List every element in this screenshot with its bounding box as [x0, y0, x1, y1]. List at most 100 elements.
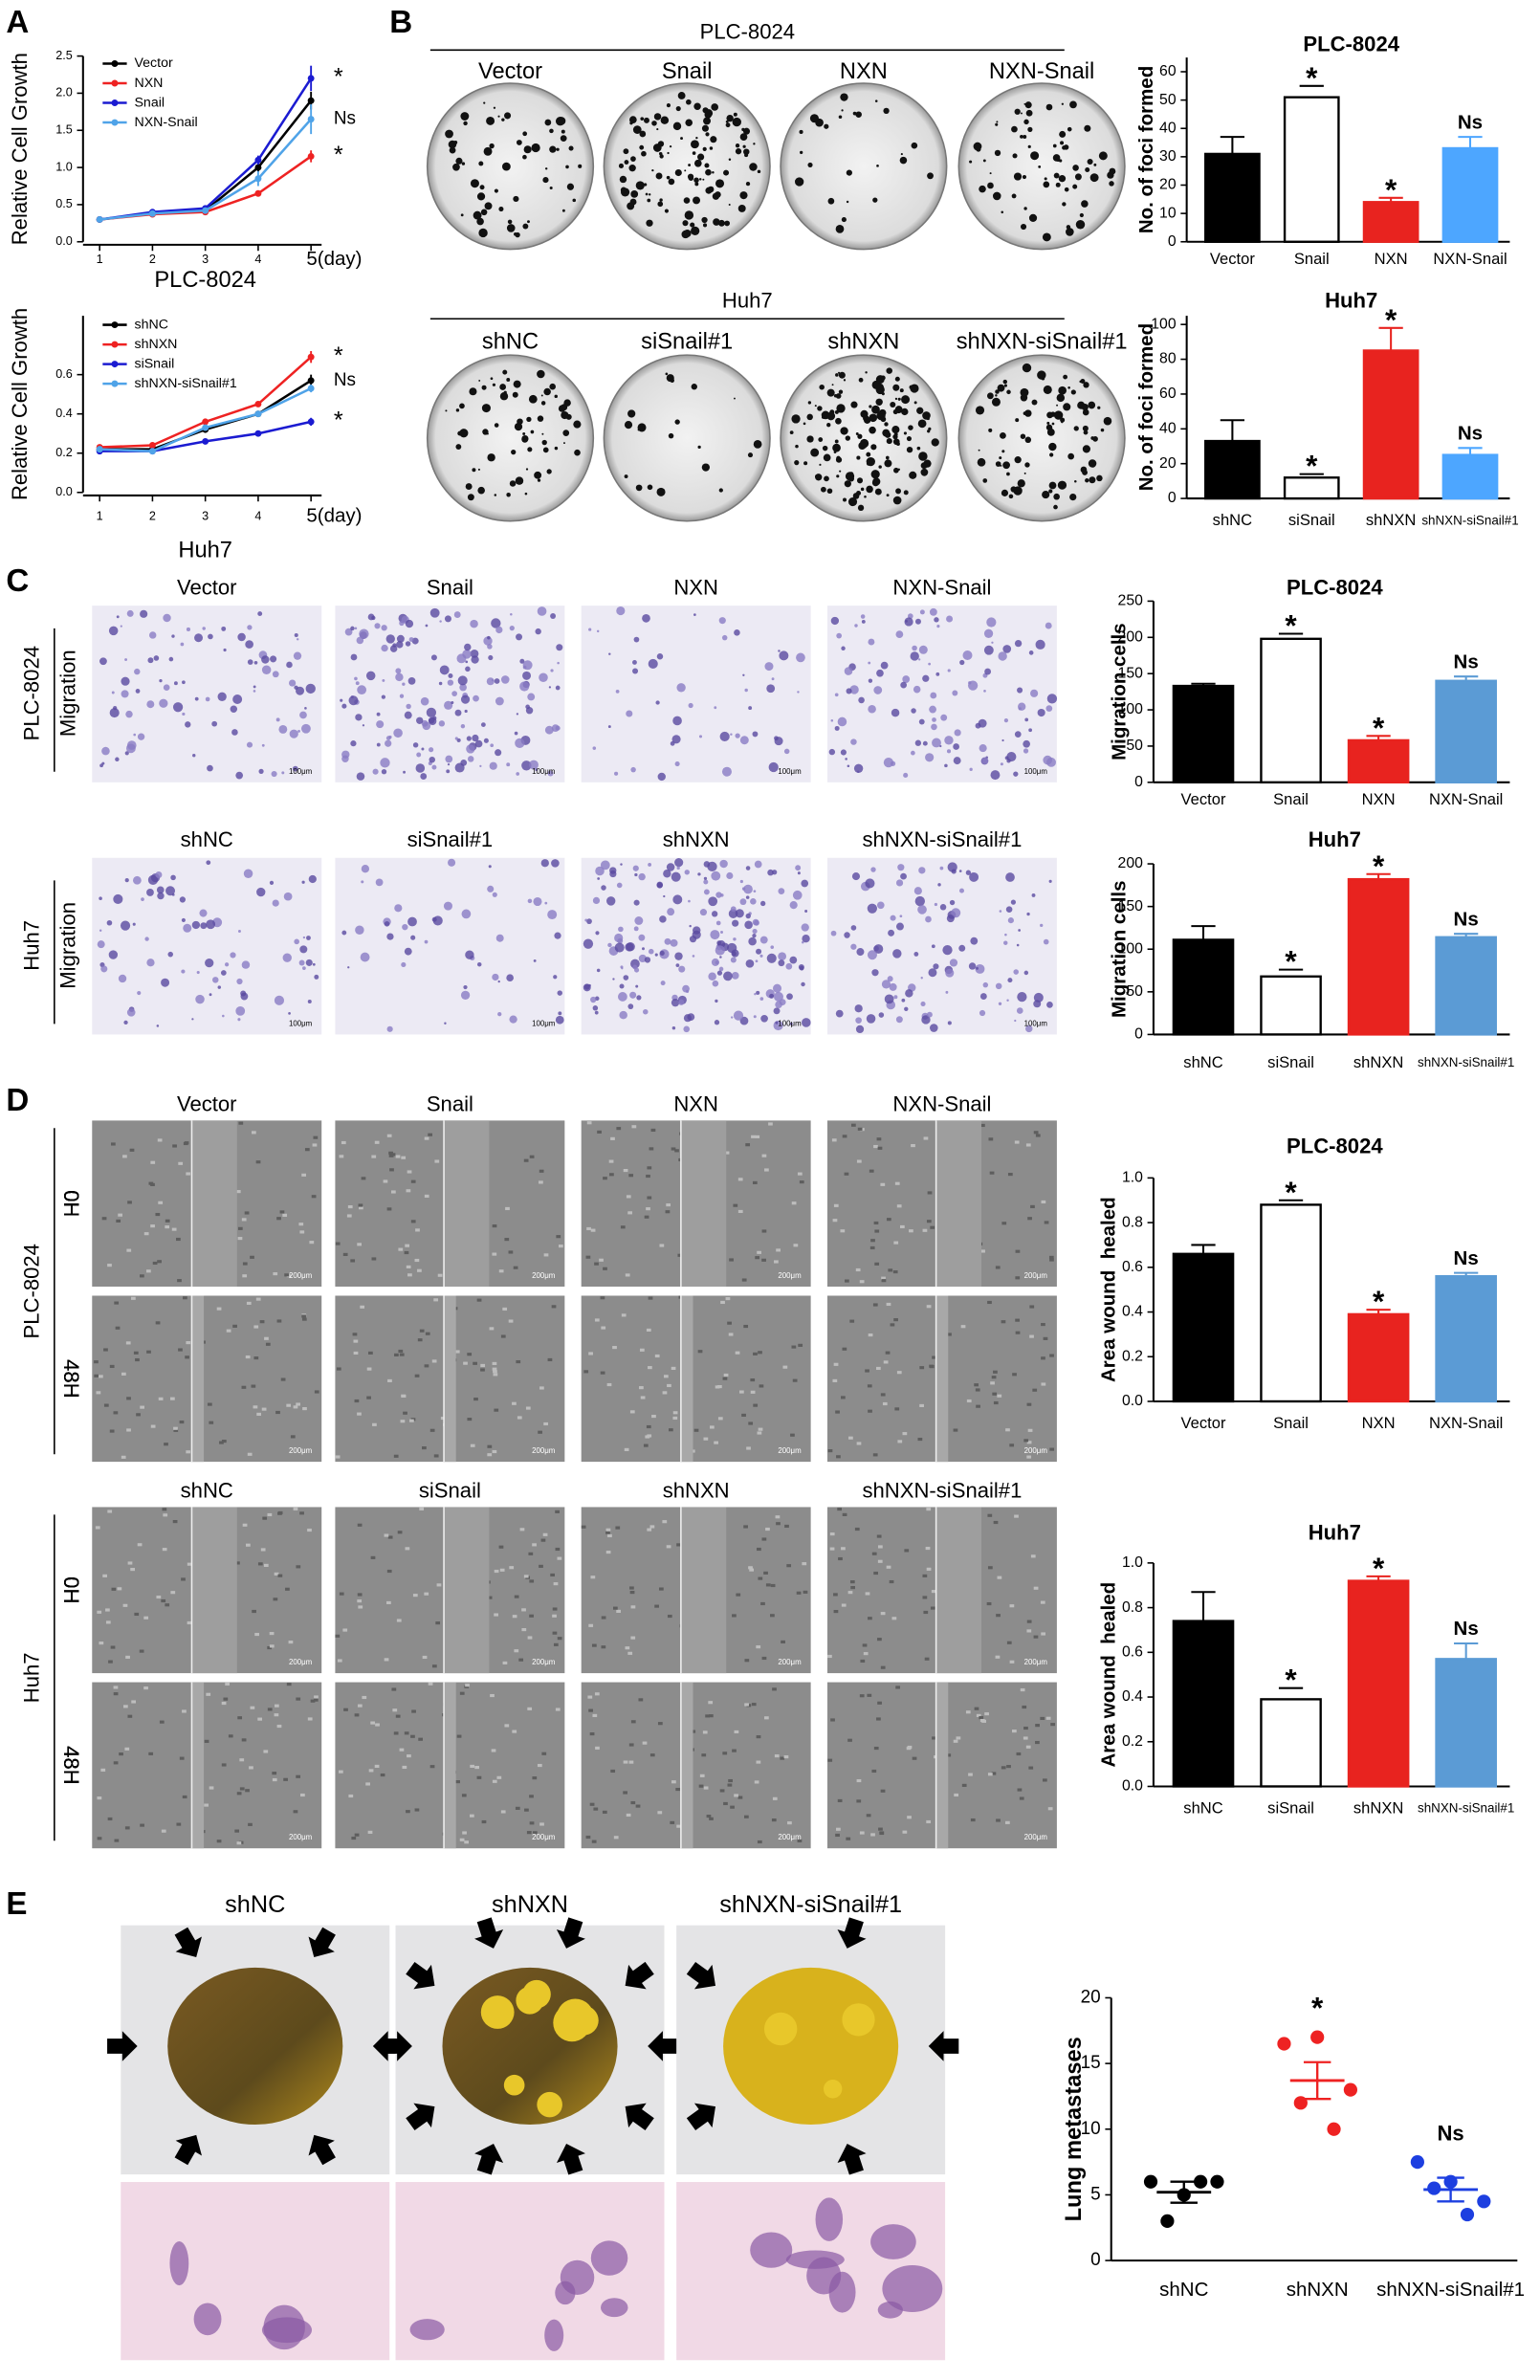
colony	[897, 468, 901, 472]
stained-cell	[439, 665, 450, 675]
stained-cell	[845, 758, 847, 760]
stained-cell	[232, 694, 243, 705]
colony	[1031, 399, 1038, 406]
stained-cell	[648, 863, 652, 867]
wound-gap	[191, 1295, 205, 1463]
stained-cell	[789, 956, 798, 964]
colony	[894, 376, 900, 382]
stained-cell	[744, 920, 753, 930]
cell-texture	[895, 1686, 901, 1689]
x-tick-label: shNC	[1159, 2279, 1208, 2301]
x-tick-label: shNC	[1183, 1799, 1222, 1818]
scale-bar-label: 200μm	[1024, 1271, 1048, 1280]
stained-cell	[207, 764, 213, 772]
stained-cell	[183, 923, 192, 933]
cell-texture	[722, 1377, 728, 1380]
stained-cell	[922, 674, 930, 682]
cell-texture	[956, 1736, 961, 1740]
cell-texture	[654, 1354, 660, 1358]
stained-cell	[958, 944, 966, 952]
x-tick-label: Vector	[1181, 1414, 1226, 1432]
cell-texture	[286, 1403, 292, 1407]
cell-texture	[245, 1789, 250, 1793]
colony	[1023, 207, 1027, 210]
stained-cell	[245, 640, 253, 649]
cell-texture	[260, 1548, 266, 1552]
cell-texture	[709, 1817, 714, 1820]
stained-cell	[750, 898, 757, 905]
colony	[718, 488, 723, 493]
cell-texture	[140, 1274, 144, 1278]
cell-texture	[165, 1219, 170, 1223]
cell-texture	[930, 1606, 935, 1610]
stained-cell	[984, 668, 992, 675]
stained-cell	[466, 736, 472, 741]
cell-texture	[877, 1701, 882, 1705]
cell-texture	[737, 1178, 743, 1181]
cell-texture	[235, 1190, 241, 1194]
cell-texture	[907, 1745, 913, 1750]
x-tick-label: shNXN	[1353, 1053, 1403, 1071]
cell-texture	[476, 1298, 482, 1302]
stained-cell	[199, 909, 208, 917]
colony	[734, 397, 736, 400]
cell-texture	[480, 1368, 485, 1372]
colony	[1024, 462, 1030, 468]
colony	[705, 132, 710, 137]
image-label: shNC	[181, 1479, 233, 1503]
stained-cell	[672, 894, 683, 905]
colony	[659, 198, 663, 202]
cell-texture	[346, 1214, 352, 1218]
cell-texture	[902, 1830, 908, 1834]
cell-texture	[179, 1756, 185, 1760]
cell-texture	[1026, 1455, 1032, 1459]
colony	[1080, 379, 1086, 384]
cell-texture	[407, 1754, 411, 1758]
stained-cell	[425, 624, 429, 628]
cell-texture	[877, 1638, 882, 1642]
cell-texture	[877, 1559, 883, 1563]
colony	[835, 373, 839, 377]
colony	[1061, 102, 1065, 105]
bar	[1435, 936, 1497, 1036]
stained-cell	[969, 767, 973, 771]
cell-texture	[841, 1547, 846, 1551]
cell-texture	[761, 1258, 766, 1262]
colony	[666, 175, 671, 180]
wound-gap	[444, 1682, 456, 1849]
colony	[702, 178, 705, 181]
cell-texture	[594, 1318, 600, 1322]
x-tick-label: 1	[97, 253, 103, 266]
cell-texture	[299, 1230, 305, 1234]
cell-texture	[414, 1808, 420, 1812]
cell-texture	[245, 1543, 251, 1547]
legend-swatch	[111, 380, 119, 387]
colony-dish	[603, 354, 771, 522]
image-label: Snail	[662, 59, 713, 84]
stained-cell	[381, 769, 387, 775]
cell-texture	[498, 1545, 504, 1549]
colony	[744, 153, 749, 158]
stained-cell	[393, 728, 403, 738]
stained-cell	[461, 909, 472, 919]
significance-label: Ns	[334, 370, 356, 390]
stained-cell	[100, 965, 108, 973]
stained-cell	[275, 717, 280, 722]
stained-cell	[584, 918, 588, 922]
cell-texture	[708, 1701, 714, 1705]
legend-swatch	[111, 361, 119, 368]
cell-texture	[836, 1827, 841, 1831]
colony	[472, 468, 476, 473]
stained-cell	[134, 668, 141, 675]
colony	[871, 479, 880, 487]
colony	[666, 374, 674, 383]
stained-cell	[730, 1016, 734, 1019]
cell-texture	[757, 1431, 762, 1435]
colony	[523, 145, 532, 154]
cell-texture	[221, 1701, 227, 1706]
stained-cell	[357, 685, 367, 695]
x-tick-label: 5(day)	[306, 504, 362, 526]
cell-texture	[753, 1403, 759, 1407]
stained-cell	[796, 652, 805, 663]
colony	[692, 151, 696, 155]
